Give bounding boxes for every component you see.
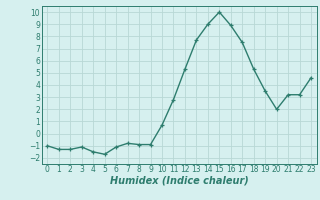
X-axis label: Humidex (Indice chaleur): Humidex (Indice chaleur)	[110, 176, 249, 186]
